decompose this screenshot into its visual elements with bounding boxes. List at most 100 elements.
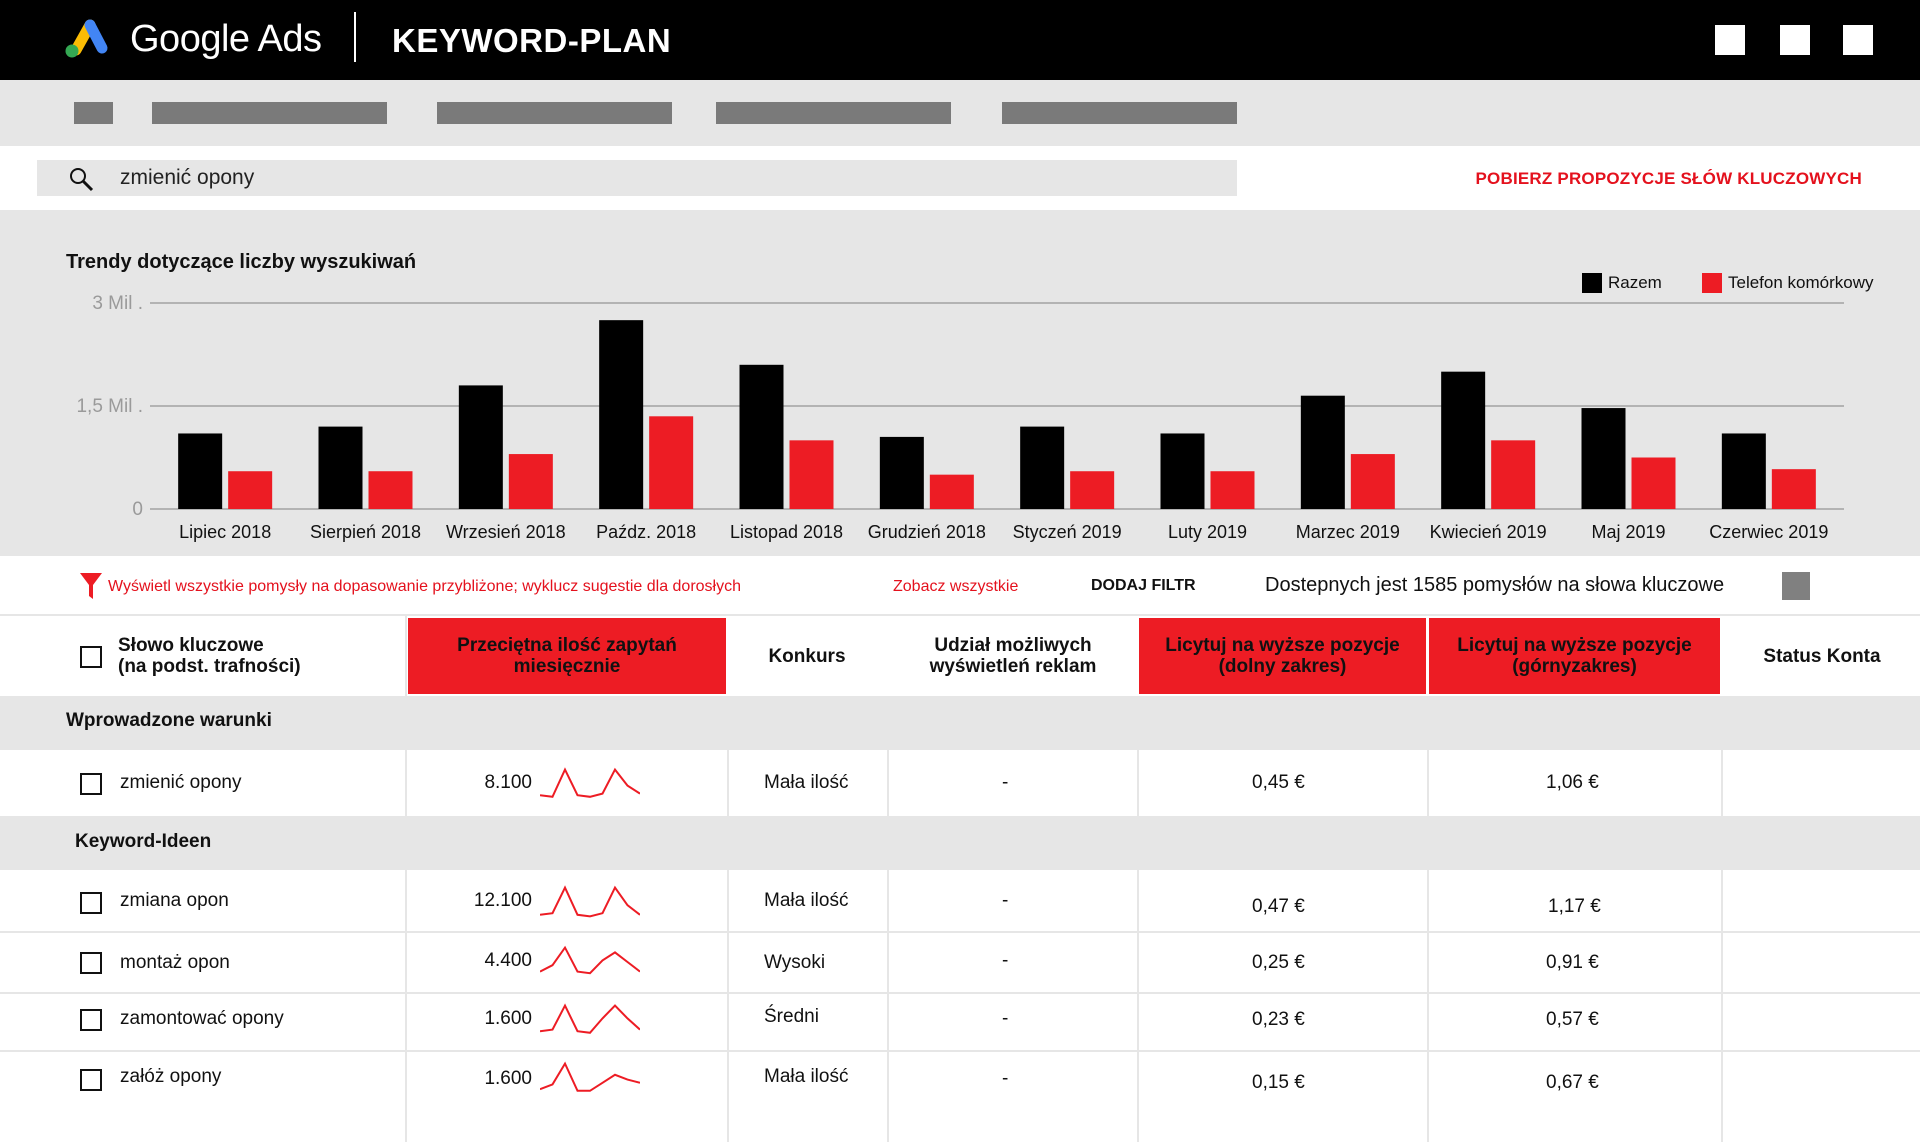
x-tick-label: Czerwiec 2019 [1709, 522, 1828, 542]
keyword-text[interactable]: zmienić opony [120, 772, 242, 793]
legend-swatch-mobile [1702, 273, 1722, 293]
add-filter-button[interactable]: DODAJ FILTR [1091, 577, 1196, 594]
bar-total [1160, 433, 1205, 509]
avg-monthly-searches: 8.100 [484, 772, 532, 793]
nav-item-4[interactable] [716, 102, 951, 124]
column-divider [1137, 696, 1139, 1142]
filter-funnel-icon[interactable] [80, 573, 102, 599]
column-divider [887, 696, 889, 1142]
impression-share-value: - [1002, 772, 1009, 793]
legend-item-total: Razem [1582, 273, 1662, 293]
avg-monthly-searches: 4.400 [484, 950, 532, 971]
bar-mobile [649, 416, 694, 509]
row-divider [0, 992, 1920, 994]
row-divider [0, 1050, 1920, 1052]
competition-value: Mała ilość [764, 890, 849, 911]
row-checkbox[interactable] [80, 892, 102, 914]
section-keyword-ideas [0, 816, 1920, 870]
x-tick-label: Grudzień 2018 [868, 522, 986, 542]
top-bar [0, 0, 1920, 80]
see-all-link[interactable]: Zobacz wszystkie [893, 578, 1019, 595]
nav-item-5[interactable] [1002, 102, 1237, 124]
competition-value: Średni [764, 1006, 819, 1027]
col-keyword-line2: (na podst. trafności) [118, 656, 301, 677]
sparkline-path [540, 885, 640, 918]
x-tick-label: Kwiecień 2019 [1430, 522, 1547, 542]
x-tick-label: Paźdz. 2018 [596, 522, 696, 542]
keyword-text[interactable]: załóż opony [120, 1066, 222, 1087]
bar-mobile [228, 471, 273, 509]
avg-monthly-searches: 12.100 [473, 890, 532, 911]
col-avg-line2: miesięcznie [513, 656, 621, 677]
impression-share-value: - [1002, 1008, 1009, 1029]
competition-value: Mała ilość [764, 772, 849, 793]
x-tick-label: Listopad 2018 [730, 522, 843, 542]
columns-toggle-button[interactable] [1782, 572, 1810, 600]
x-tick-label: Sierpień 2018 [310, 522, 421, 542]
bar-mobile [1070, 471, 1115, 509]
get-keyword-ideas-button[interactable]: POBIERZ PROPOZYCJE SŁÓW KLUCZOWYCH [1475, 169, 1862, 188]
bar-total [879, 436, 924, 509]
avg-monthly-searches: 1.600 [484, 1068, 532, 1089]
col-bid-high-line2: (górnyzakres) [1512, 656, 1637, 677]
keyword-text[interactable]: montaż opon [120, 952, 230, 973]
search-query[interactable]: zmienić opony [120, 166, 255, 189]
bid-high-value: 0,57 € [1546, 1009, 1599, 1030]
bid-high-value: 0,91 € [1546, 952, 1599, 973]
available-ideas-count: Dostepnych jest 1585 pomysłów na słowa k… [1265, 574, 1725, 596]
col-keyword-line1: Słowo kluczowe [118, 635, 264, 656]
select-all-checkbox[interactable] [80, 646, 102, 668]
window-button-1[interactable] [1715, 25, 1745, 55]
sparkline-path [540, 945, 640, 975]
legend-label-total: Razem [1608, 273, 1662, 292]
competition-value: Mała ilość [764, 1066, 849, 1087]
bar-total [458, 385, 503, 509]
search-input[interactable] [37, 160, 1237, 196]
column-divider [405, 616, 407, 1142]
legend-item-mobile: Telefon komórkowy [1702, 273, 1874, 293]
col-status-label: Status Konta [1763, 645, 1881, 667]
search-trend-chart: 0 1,5 Mil . 3 Mil . Lipiec 2018 Sierpień 201… [76, 293, 1844, 542]
row-checkbox[interactable] [80, 773, 102, 795]
impression-share-value: - [1002, 890, 1009, 911]
col-header-bid-low[interactable]: Licytuj na wyższe pozycje (dolny zakres) [1139, 618, 1426, 694]
bid-low-value: 0,25 € [1252, 952, 1305, 973]
nav-item-2[interactable] [152, 102, 387, 124]
avg-monthly-searches: 1.600 [484, 1008, 532, 1029]
col-header-competition[interactable]: Konkurs [728, 618, 886, 694]
window-button-3[interactable] [1843, 25, 1873, 55]
bar-mobile [929, 474, 974, 509]
col-header-bid-high[interactable]: Licytuj na wyższe pozycje (górnyzakres) [1429, 618, 1720, 694]
bid-high-value: 0,67 € [1546, 1072, 1599, 1093]
x-tick-label: Luty 2019 [1168, 522, 1247, 542]
column-divider [1721, 696, 1723, 1142]
row-divider [0, 931, 1920, 933]
y-tick-label: 3 Mil . [92, 293, 143, 314]
section-ideas-label: Keyword-Ideen [75, 831, 212, 852]
row-checkbox[interactable] [80, 1069, 102, 1091]
window-button-2[interactable] [1780, 25, 1810, 55]
trend-sparkline [540, 885, 640, 918]
col-header-account-status[interactable]: Status Konta [1724, 618, 1920, 694]
col-header-avg-searches[interactable]: Przeciętna ilość zapytań miesięcznie [408, 618, 726, 694]
nav-item-1[interactable] [74, 102, 113, 124]
col-header-keyword[interactable]: Słowo kluczowe (na podst. trafności) [118, 618, 398, 694]
row-checkbox[interactable] [80, 1009, 102, 1031]
keyword-text[interactable]: zamontować opony [120, 1008, 284, 1029]
row-checkbox[interactable] [80, 952, 102, 974]
legend-label-mobile: Telefon komórkowy [1728, 273, 1874, 292]
column-divider [727, 696, 729, 1142]
section-entered-label: Wprowadzone warunki [66, 710, 272, 731]
trend-sparkline [540, 1003, 640, 1034]
bar-mobile [368, 471, 413, 509]
bar-mobile [1771, 469, 1816, 509]
bid-low-value: 0,45 € [1252, 772, 1305, 793]
filter-description[interactable]: Wyświetl wszystkie pomysły na dopasowani… [108, 578, 742, 595]
keyword-text[interactable]: zmiana opon [120, 890, 229, 911]
nav-item-3[interactable] [437, 102, 672, 124]
sparkline-path [540, 767, 640, 798]
bar-total [1721, 433, 1766, 509]
bid-low-value: 0,47 € [1252, 896, 1305, 917]
bid-high-value: 1,17 € [1548, 896, 1601, 917]
col-header-impression-share[interactable]: Udział możliwych wyświetleń reklam [888, 618, 1138, 694]
